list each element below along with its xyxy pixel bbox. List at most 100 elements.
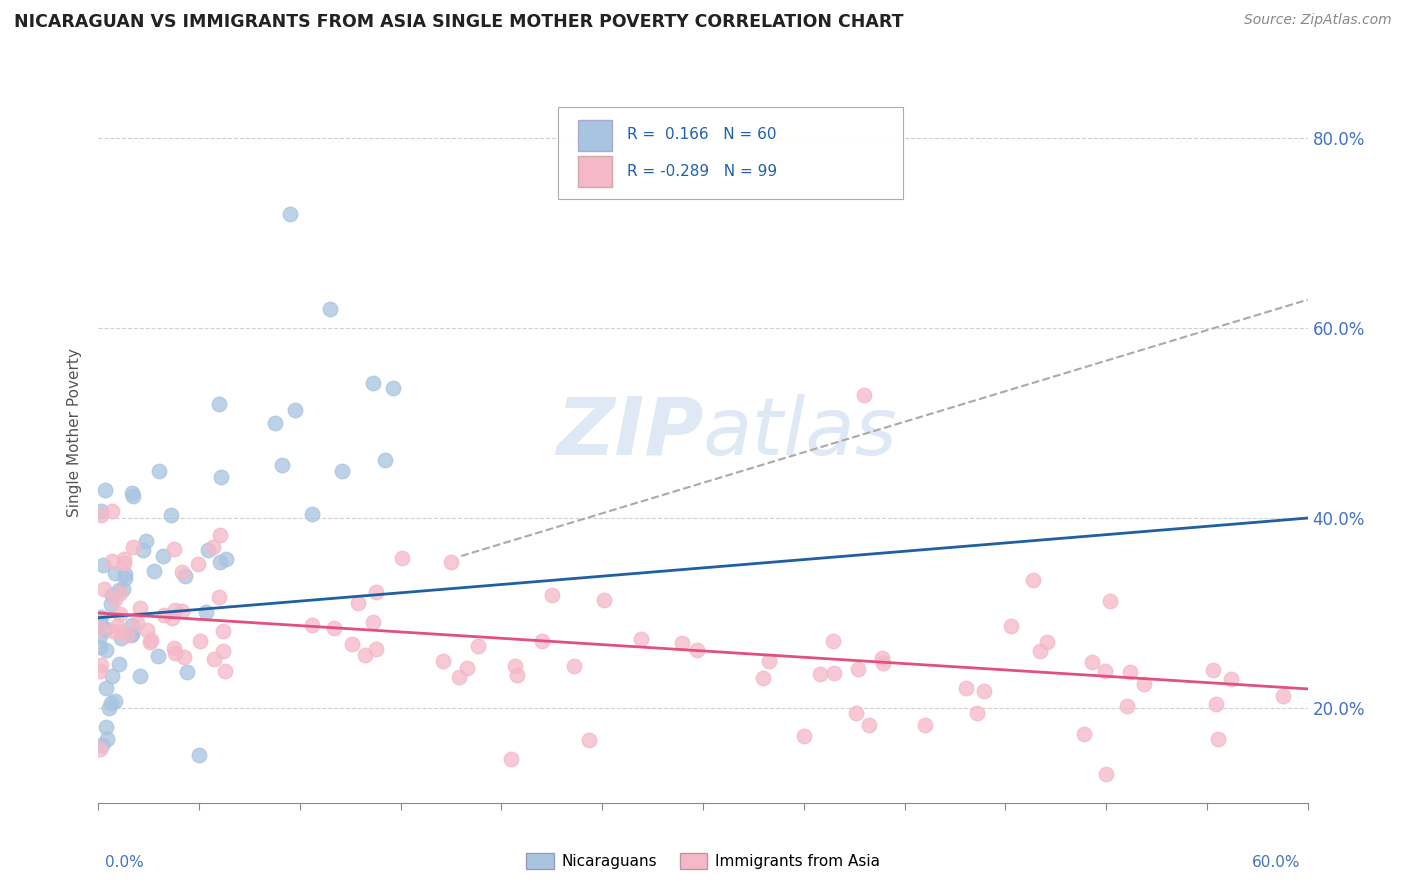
Point [1133, 677, 1156, 691]
Point [872, 656, 894, 670]
Point [366, 585, 388, 599]
Point [823, 633, 845, 648]
Point [671, 636, 693, 650]
Point [593, 593, 616, 607]
Point [112, 552, 135, 566]
Point [91, 739, 114, 753]
Point [323, 621, 346, 635]
Point [89, 629, 111, 643]
Point [530, 633, 553, 648]
Point [89, 617, 111, 632]
Point [541, 588, 564, 602]
Point [100, 588, 122, 602]
Point [121, 486, 143, 500]
Point [89, 742, 111, 756]
Point [1272, 689, 1295, 703]
Point [212, 644, 235, 658]
Point [93, 622, 115, 636]
Point [501, 752, 523, 766]
Point [93, 622, 115, 636]
Point [1073, 726, 1095, 740]
Point [187, 557, 209, 571]
Point [91, 558, 114, 573]
Point [176, 665, 198, 680]
Point [330, 464, 353, 478]
Point [90, 610, 112, 624]
Point [100, 598, 122, 612]
Point [90, 508, 112, 523]
Point [758, 654, 780, 668]
Point [208, 397, 231, 411]
Point [966, 706, 988, 721]
Point [96, 681, 118, 696]
Point [301, 618, 323, 632]
Point [1201, 663, 1223, 677]
Point [381, 381, 404, 395]
Point [364, 641, 387, 656]
Point [101, 624, 124, 639]
Point [808, 666, 831, 681]
Point [172, 566, 194, 580]
Point [361, 615, 384, 629]
Point [108, 582, 131, 597]
Point [125, 615, 148, 630]
Point [1094, 664, 1116, 678]
Point [160, 611, 183, 625]
Point [347, 596, 370, 610]
Point [858, 717, 880, 731]
Point [506, 668, 529, 682]
Point [112, 556, 135, 570]
Point [201, 540, 224, 554]
Text: 60.0%: 60.0% [1253, 855, 1301, 870]
Point [163, 641, 186, 656]
Point [1206, 731, 1229, 746]
Point [89, 640, 111, 654]
Point [973, 683, 995, 698]
Point [100, 669, 122, 683]
Point [1219, 672, 1241, 686]
Point [96, 731, 118, 746]
Point [578, 732, 600, 747]
Text: R = -0.289   N = 99: R = -0.289 N = 99 [627, 164, 778, 178]
Point [90, 658, 112, 673]
Point [914, 718, 936, 732]
Point [1099, 594, 1122, 608]
Text: NICARAGUAN VS IMMIGRANTS FROM ASIA SINGLE MOTHER POVERTY CORRELATION CHART: NICARAGUAN VS IMMIGRANTS FROM ASIA SINGL… [14, 13, 904, 31]
Point [148, 464, 170, 478]
Point [174, 569, 197, 583]
Point [104, 566, 127, 580]
Point [153, 608, 176, 623]
Point [846, 662, 869, 676]
Point [122, 540, 145, 554]
Point [1000, 619, 1022, 633]
Text: atlas: atlas [703, 393, 898, 472]
Point [456, 660, 478, 674]
Point [353, 648, 375, 663]
Point [163, 542, 186, 557]
Point [132, 543, 155, 558]
Point [202, 652, 225, 666]
Point [1035, 635, 1057, 649]
Text: Source: ZipAtlas.com: Source: ZipAtlas.com [1244, 13, 1392, 28]
Point [121, 489, 143, 503]
Point [104, 592, 127, 607]
FancyBboxPatch shape [578, 120, 613, 152]
Point [112, 582, 135, 596]
Point [89, 621, 111, 635]
Point [93, 622, 115, 636]
Point [94, 643, 117, 657]
FancyBboxPatch shape [558, 107, 903, 200]
Point [686, 642, 709, 657]
Point [1205, 697, 1227, 711]
Point [207, 591, 229, 605]
Legend: Nicaraguans, Immigrants from Asia: Nicaraguans, Immigrants from Asia [520, 847, 886, 875]
Point [391, 550, 413, 565]
Point [170, 604, 193, 618]
Point [752, 671, 775, 685]
Point [101, 553, 124, 567]
Text: R =  0.166   N = 60: R = 0.166 N = 60 [627, 128, 776, 143]
Point [128, 601, 150, 615]
Point [278, 207, 301, 221]
Point [271, 458, 294, 473]
Point [114, 571, 136, 585]
